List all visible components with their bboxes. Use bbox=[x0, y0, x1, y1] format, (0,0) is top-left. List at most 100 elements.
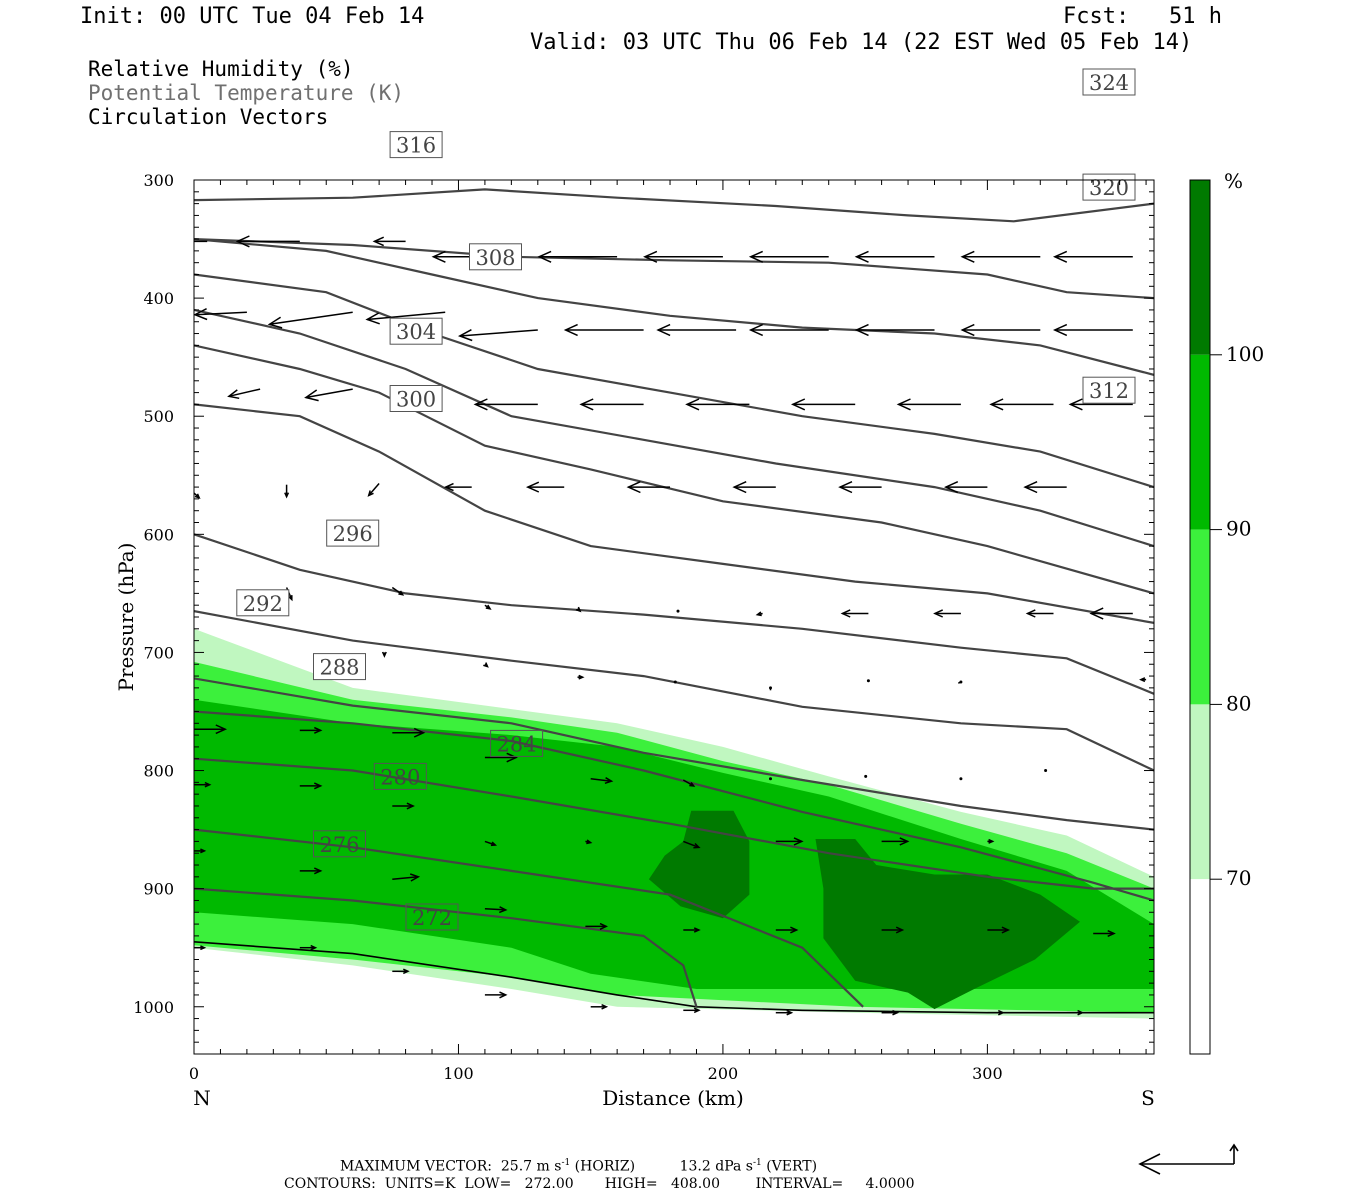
forecast-hour: Fcst: 51 h bbox=[1063, 4, 1222, 29]
vector-head bbox=[960, 323, 975, 337]
vector-arrow bbox=[881, 837, 910, 846]
vector-arrow bbox=[299, 944, 318, 951]
ground-profile bbox=[194, 941, 1154, 1014]
vector-arrow bbox=[1089, 607, 1133, 620]
vector-arrow bbox=[790, 398, 856, 411]
vector-arrow bbox=[682, 779, 696, 787]
label-text: 308 bbox=[475, 246, 515, 270]
isentrope-label-308: 308 bbox=[469, 243, 522, 271]
isentrope-320 bbox=[194, 238, 1154, 300]
vector-head bbox=[381, 651, 387, 658]
vector-arrow bbox=[194, 240, 208, 243]
vector-dot bbox=[769, 686, 772, 690]
vector-head bbox=[732, 481, 747, 494]
isentrope-label-292: 292 bbox=[236, 589, 290, 617]
label-text: 272 bbox=[412, 906, 452, 930]
vector-head bbox=[409, 873, 421, 882]
vector-arrow bbox=[483, 662, 489, 668]
vector-dot bbox=[864, 774, 868, 778]
isentrope-label-320: 320 bbox=[1082, 173, 1136, 201]
label-box bbox=[313, 653, 366, 681]
vector-head bbox=[372, 236, 385, 247]
vector-arrow bbox=[194, 781, 212, 788]
vector-head bbox=[693, 842, 701, 849]
vector-arrow bbox=[585, 839, 593, 845]
vector-shaft bbox=[305, 388, 353, 399]
vector-head bbox=[215, 724, 228, 735]
vector-arrow bbox=[748, 250, 829, 263]
vector-head bbox=[786, 1009, 794, 1016]
vector-arrow bbox=[194, 492, 201, 500]
isentrope-label-304: 304 bbox=[389, 317, 443, 345]
isentrope-292 bbox=[194, 610, 1154, 772]
vector-head bbox=[693, 1007, 701, 1014]
vector-shaft bbox=[368, 483, 380, 496]
colorbar: 100 90 80 70 bbox=[1189, 179, 1264, 1055]
isentrope-312 bbox=[194, 273, 1154, 489]
label-text: 292 bbox=[243, 592, 283, 616]
vector-arrow bbox=[484, 840, 498, 847]
isentrope-label-272: 272 bbox=[405, 903, 459, 931]
vector-arrow bbox=[1023, 481, 1067, 494]
isentrope-304 bbox=[194, 344, 1154, 595]
vector-head bbox=[506, 752, 518, 763]
vector-arrow bbox=[392, 873, 421, 882]
vector-arrow bbox=[656, 323, 737, 337]
vector-head bbox=[790, 398, 806, 411]
vector-arrow bbox=[563, 323, 644, 337]
y-tick-label: 300 bbox=[143, 171, 174, 190]
label-text: 300 bbox=[396, 388, 436, 412]
y-axis-title: Pressure (hPa) bbox=[114, 543, 138, 692]
vector-head bbox=[200, 848, 207, 854]
vector-shaft bbox=[367, 311, 446, 321]
label-box bbox=[373, 762, 427, 790]
vector-head bbox=[287, 595, 293, 602]
label-text: 304 bbox=[396, 320, 436, 344]
vector-head bbox=[854, 250, 869, 263]
vector-shaft bbox=[228, 388, 261, 398]
label-box bbox=[1082, 173, 1136, 201]
vector-shaft bbox=[194, 311, 247, 316]
vector-arrow bbox=[896, 398, 961, 411]
vector-arrow bbox=[299, 867, 323, 875]
vector-head bbox=[1025, 609, 1036, 618]
vector-head bbox=[1052, 250, 1068, 263]
isentrope-288 bbox=[194, 677, 1154, 831]
rh-region-100+ bbox=[648, 810, 750, 919]
max-vert-value: 13.2 dPa s bbox=[679, 1158, 753, 1175]
y-tick-label: 400 bbox=[143, 289, 174, 308]
vector-head bbox=[1107, 930, 1116, 937]
vector-head bbox=[838, 481, 853, 494]
vector-arrow bbox=[381, 651, 387, 658]
label-box bbox=[389, 317, 443, 345]
vector-head bbox=[693, 927, 701, 933]
vector-head bbox=[398, 590, 405, 596]
vector-arrow bbox=[957, 680, 963, 684]
isentrope-labels: 272 276 280 284 288 292 296 300 304 308 312 316 320 3… bbox=[236, 68, 1136, 931]
vector-arrow bbox=[1093, 930, 1116, 937]
vector-head bbox=[989, 398, 1004, 411]
isentropes bbox=[194, 188, 1154, 1008]
vector-arrow bbox=[748, 323, 829, 337]
vector-head bbox=[793, 837, 804, 846]
vector-arrow bbox=[484, 752, 518, 763]
isentrope-316 bbox=[194, 238, 1154, 376]
vector-arrow bbox=[235, 235, 300, 248]
isentrope-300 bbox=[194, 403, 1154, 624]
vector-arrow bbox=[959, 777, 963, 781]
x-tick-label: 200 bbox=[708, 1064, 739, 1083]
isentrope-308 bbox=[194, 308, 1154, 548]
vector-arrow bbox=[866, 679, 870, 683]
vector-head bbox=[284, 492, 290, 499]
vector-arrow bbox=[484, 991, 508, 999]
vector-arrow bbox=[391, 586, 405, 596]
x-tick-label: 100 bbox=[443, 1064, 474, 1083]
vector-head bbox=[1001, 926, 1011, 934]
label-text: 288 bbox=[319, 656, 359, 680]
vert-tag: (VERT) bbox=[766, 1158, 818, 1175]
vector-arrow bbox=[943, 481, 988, 494]
isentrope-label-324: 324 bbox=[1082, 68, 1136, 96]
label-text: 316 bbox=[396, 134, 436, 158]
vector-dot bbox=[673, 680, 677, 684]
max-horiz-value: 25.7 m s bbox=[500, 1158, 562, 1175]
